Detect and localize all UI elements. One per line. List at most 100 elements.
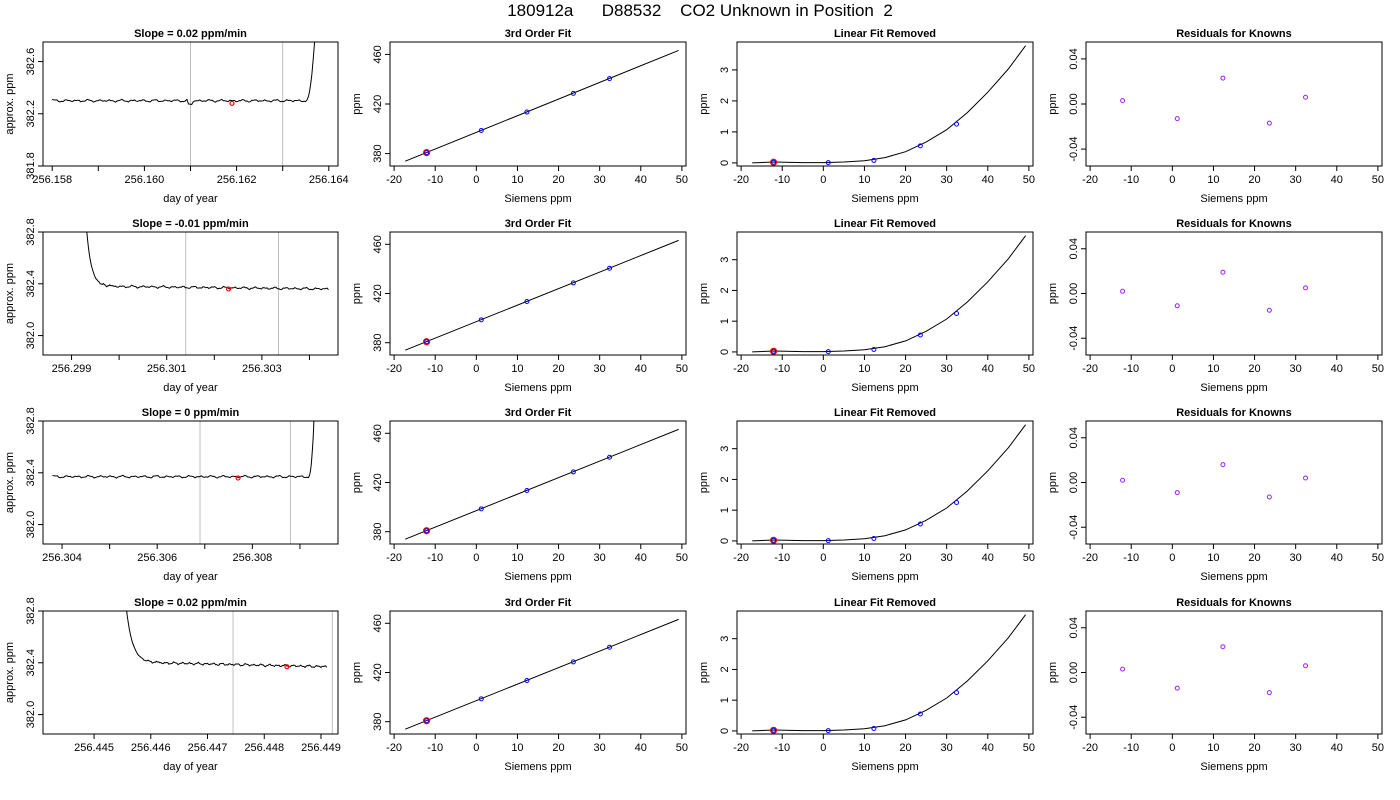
x-tick-label: 256.445 — [74, 742, 114, 754]
panel-title: 3rd Order Fit — [505, 218, 572, 230]
plot-area — [752, 614, 1027, 734]
x-tick-label: -10 — [774, 174, 790, 186]
plot-frame — [736, 231, 1034, 356]
x-tick-label: 40 — [1331, 552, 1343, 564]
data-point — [954, 310, 960, 316]
x-axis-label: Siemens ppm — [1200, 571, 1267, 583]
x-axis-label: Siemens ppm — [504, 193, 571, 205]
x-axis-label: day of year — [163, 571, 218, 583]
y-tick-label: -0.04 — [1068, 326, 1080, 351]
data-point — [607, 76, 613, 82]
data-point — [825, 728, 831, 734]
y-tick-label: 0 — [719, 349, 731, 355]
x-tick-label: 30 — [594, 174, 606, 186]
x-tick-label: 40 — [1331, 742, 1343, 754]
plot-frame — [389, 420, 687, 545]
y-axis-label: ppm — [351, 283, 363, 304]
panel-title: Slope = 0.02 ppm/min — [134, 597, 247, 609]
x-tick-label: -10 — [774, 742, 790, 754]
data-point — [1220, 269, 1226, 275]
data-point — [524, 487, 530, 493]
y-tick-label: 382.0 — [25, 322, 37, 350]
x-tick-label: 256.303 — [242, 363, 282, 375]
data-point — [424, 150, 430, 156]
y-tick-label: 1 — [719, 129, 731, 135]
x-tick-label: 0 — [473, 742, 479, 754]
x-axis-label: day of year — [163, 382, 218, 394]
x-tick-label: 20 — [552, 552, 564, 564]
data-point — [607, 644, 613, 650]
data-point — [1266, 494, 1272, 500]
y-tick-label: 0 — [719, 538, 731, 544]
panel-title: Slope = 0 ppm/min — [142, 407, 240, 419]
y-axis-label: approx. ppm — [4, 73, 16, 134]
y-tick-label: 1 — [719, 318, 731, 324]
plot-frame — [42, 231, 339, 356]
panel-r3c2: 3rd Order Fit Siemens ppm ppm -20 -10 0 10 20 30… — [351, 407, 688, 583]
panel-title: 3rd Order Fit — [505, 28, 572, 40]
x-tick-label: 256.449 — [301, 742, 341, 754]
x-tick-label: 256.304 — [42, 552, 82, 564]
data-point — [871, 725, 877, 731]
x-tick-label: 20 — [1248, 742, 1260, 754]
x-axis-label: Siemens ppm — [851, 193, 918, 205]
panel-title: Residuals for Knowns — [1176, 218, 1292, 230]
data-point — [825, 538, 831, 544]
plot-frame — [736, 610, 1034, 735]
x-tick-label: 50 — [1023, 174, 1035, 186]
data-point — [1220, 75, 1226, 81]
panel-title: Residuals for Knowns — [1176, 28, 1292, 40]
data-point — [1303, 663, 1309, 669]
x-tick-label: 50 — [1372, 174, 1384, 186]
x-axis-label: Siemens ppm — [504, 761, 571, 773]
data-point — [524, 677, 530, 683]
x-tick-label: 10 — [858, 552, 870, 564]
unknown-point — [422, 338, 431, 346]
plot-area — [1120, 269, 1309, 313]
plot-area — [405, 428, 679, 540]
y-tick-label: 382.2 — [25, 100, 37, 128]
x-tick-label: 50 — [676, 742, 688, 754]
y-axis-label: ppm — [1047, 472, 1059, 493]
x-tick-label: -20 — [1082, 363, 1098, 375]
y-axis-label: ppm — [1047, 283, 1059, 304]
y-tick-label: 0.04 — [1068, 48, 1080, 69]
data-point — [917, 143, 923, 149]
unknown-point — [769, 536, 778, 544]
y-tick-label: 2 — [719, 476, 731, 482]
panel-title: Slope = 0.02 ppm/min — [134, 28, 247, 40]
y-tick-label: 420 — [372, 663, 384, 681]
data-point — [570, 280, 576, 286]
data-point — [771, 727, 777, 733]
x-tick-label: 50 — [676, 552, 688, 564]
data-point — [478, 506, 484, 512]
plot-area — [752, 424, 1027, 544]
data-point — [607, 454, 613, 460]
x-tick-label: 20 — [552, 363, 564, 375]
x-tick-label: -20 — [386, 742, 402, 754]
data-point — [570, 90, 576, 96]
plot-area — [752, 45, 1027, 166]
x-tick-label: 0 — [1169, 552, 1175, 564]
y-tick-label: 0 — [719, 728, 731, 734]
x-axis-label: Siemens ppm — [1200, 761, 1267, 773]
x-tick-label: 20 — [899, 742, 911, 754]
plot-area — [52, 421, 315, 544]
y-axis-label: ppm — [698, 662, 710, 683]
panel-r1c1: Slope = 0.02 ppm/min day of year approx. p… — [4, 28, 349, 205]
x-tick-label: 50 — [1023, 742, 1035, 754]
x-tick-label: 0 — [473, 174, 479, 186]
panel-r3c4: Residuals for Knowns Siemens ppm ppm -20 -10… — [1047, 407, 1384, 583]
panel-r1c3: Linear Fit Removed Siemens ppm ppm -20 -10 0 1… — [698, 28, 1035, 205]
x-axis-label: Siemens ppm — [504, 571, 571, 583]
y-axis-label: ppm — [351, 662, 363, 683]
plot-frame — [1085, 420, 1383, 545]
panel-title: Linear Fit Removed — [834, 28, 936, 40]
x-tick-label: -20 — [733, 363, 749, 375]
x-axis-label: Siemens ppm — [851, 761, 918, 773]
y-tick-label: 460 — [372, 614, 384, 632]
y-tick-label: 380 — [372, 713, 384, 731]
x-tick-label: 30 — [594, 552, 606, 564]
data-point — [871, 346, 877, 352]
